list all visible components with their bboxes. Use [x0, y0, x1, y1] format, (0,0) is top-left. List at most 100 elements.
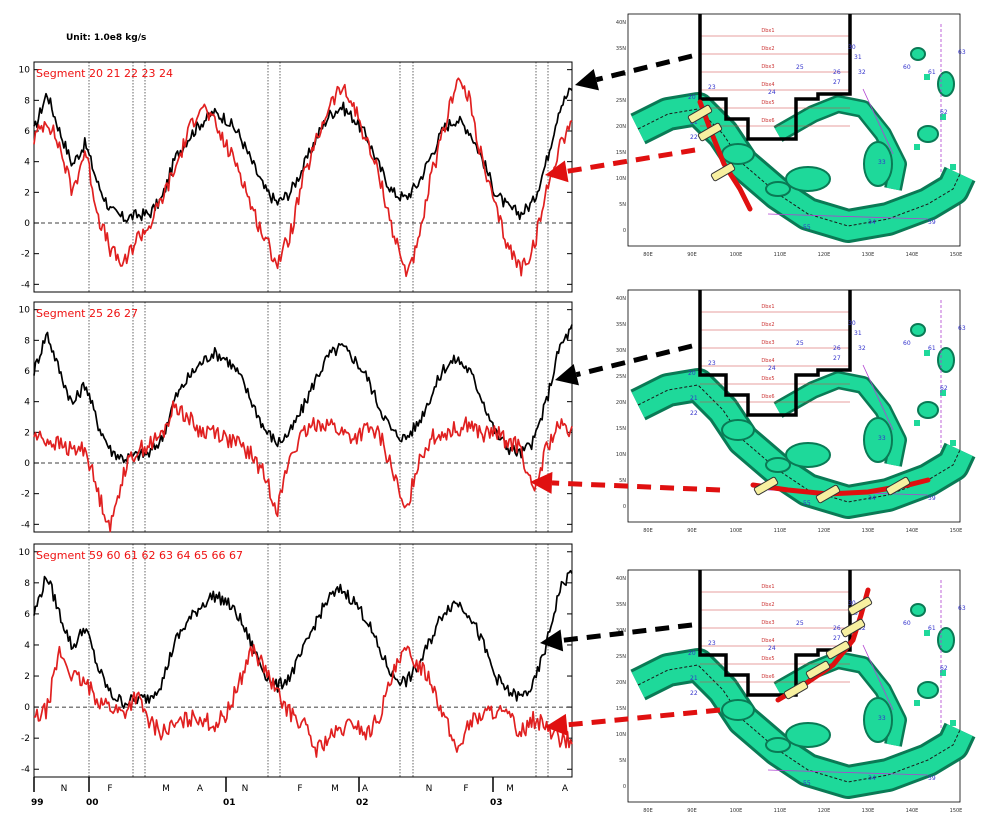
- domain-boundary: [698, 14, 852, 141]
- transport-arrow-icon: [805, 660, 831, 680]
- small-island: [940, 670, 946, 676]
- map-y-tick-label: 5N: [619, 478, 626, 484]
- map-y-tick-label: 10N: [616, 452, 626, 458]
- x-month-label: F: [297, 784, 302, 794]
- small-island: [924, 74, 930, 80]
- map-x-tick-label: 120E: [818, 808, 831, 814]
- black-series-line: [33, 324, 573, 464]
- map-y-tick-label: 20N: [616, 680, 626, 686]
- segment-number: 34: [868, 219, 876, 226]
- box-label: Dbx5: [761, 656, 774, 662]
- segment-number: 23: [708, 360, 716, 367]
- small-island: [950, 164, 956, 170]
- segment-title: Segment 20 21 22 23 24: [36, 67, 173, 80]
- x-month-label: M: [331, 784, 339, 794]
- map-y-tick-label: 0: [623, 228, 626, 234]
- segment-number: 27: [833, 355, 841, 362]
- island: [785, 442, 831, 468]
- island: [910, 47, 926, 61]
- y-tick-label: 6: [24, 367, 30, 377]
- map-x-tick-label: 80E: [643, 252, 653, 258]
- section-line: [767, 213, 929, 220]
- small-island: [914, 700, 920, 706]
- map-x-tick-label: 130E: [862, 252, 875, 258]
- island: [785, 722, 831, 748]
- map-y-tick-label: 40N: [616, 576, 626, 582]
- section-line: [862, 644, 894, 711]
- segment-number: 59: [928, 219, 936, 226]
- island: [937, 347, 955, 373]
- island: [917, 125, 939, 143]
- segment-number: 31: [854, 54, 862, 61]
- domain-boundary: [698, 290, 852, 417]
- plot-frame: [33, 301, 573, 533]
- inner-land: [774, 97, 905, 191]
- segment-number: 61: [928, 69, 936, 76]
- segment-number: 33: [878, 159, 886, 166]
- map-x-tick-label: 90E: [687, 252, 697, 258]
- map-y-tick-label: 20N: [616, 124, 626, 130]
- transport-arrow-icon: [825, 640, 851, 660]
- domain-boundary: [698, 570, 852, 697]
- segment-number: 22: [690, 134, 698, 141]
- map-y-tick-label: 15N: [616, 426, 626, 432]
- map-x-tick-label: 110E: [774, 808, 787, 814]
- map-x-tick-label: 140E: [906, 528, 919, 534]
- segment-number: 55: [803, 500, 811, 507]
- transport-arrow-icon: [687, 104, 713, 124]
- island: [910, 323, 926, 337]
- island: [785, 166, 831, 192]
- segment-number: 24: [768, 365, 776, 372]
- y-tick-label: 8: [24, 579, 30, 589]
- y-tick-label: -2: [21, 250, 30, 260]
- y-tick-label: 10: [19, 306, 31, 316]
- x-month-label: F: [463, 784, 468, 794]
- segment-number: 63: [958, 605, 966, 612]
- chart-panel-1: -4 -2 0 2 4 6 8 10 Segment 20 21 22 23 24: [19, 61, 573, 293]
- map-x-tick-label: 120E: [818, 528, 831, 534]
- pointer-arrow-head-icon: [540, 629, 564, 652]
- segment-number: 21: [690, 395, 698, 402]
- box-label: Dbx3: [761, 620, 774, 626]
- segment-number: 62: [940, 109, 948, 116]
- pointer-arrow-shaft: [551, 480, 721, 493]
- section-line: [862, 364, 894, 431]
- pointer-arrow-shaft: [575, 343, 693, 378]
- pointer-arrow-head-icon: [545, 160, 569, 183]
- segment-number: 24: [768, 89, 776, 96]
- segment-number: 60: [903, 620, 911, 627]
- segment-number: 59: [928, 775, 936, 782]
- segment-number: 25: [796, 340, 804, 347]
- x-month-label: F: [107, 784, 112, 794]
- box-label: Dbx2: [761, 602, 774, 608]
- segment-number: 26: [833, 345, 841, 352]
- map-y-tick-label: 5N: [619, 758, 626, 764]
- y-tick-label: 6: [24, 127, 30, 137]
- y-tick-label: -2: [21, 734, 30, 744]
- map-y-tick-label: 40N: [616, 20, 626, 26]
- segment-number: 32: [858, 69, 866, 76]
- segment-number: 55: [803, 780, 811, 787]
- map-x-tick-label: 140E: [906, 252, 919, 258]
- plot-frame: [33, 543, 573, 778]
- segment-number: 20: [688, 650, 696, 657]
- box-label: Dbx4: [761, 358, 774, 364]
- small-island: [940, 390, 946, 396]
- map-x-tick-label: 150E: [950, 528, 963, 534]
- y-tick-label: -4: [21, 520, 30, 530]
- segment-number: 20: [688, 94, 696, 101]
- charts-group: -4 -2 0 2 4 6 8 10 Segment 20 21 22 23 24 -4 -2 0 2 4…: [19, 61, 573, 778]
- y-tick-label: 10: [19, 66, 31, 76]
- segment-number: 32: [858, 345, 866, 352]
- box-label: Dbx1: [761, 304, 774, 310]
- map-panel-2: Dbx1 Dbx2 Dbx3 Dbx4 Dbx5 Dbx6 20 21 22 23 24 25 26 27…: [616, 289, 976, 534]
- box-label: Dbx1: [761, 28, 774, 34]
- map-panel-3: Dbx1 Dbx2 Dbx3 Dbx4 Dbx5 Dbx6 20 21 22 23 24 25 26 27…: [616, 569, 976, 814]
- small-island: [914, 144, 920, 150]
- map-y-tick-label: 35N: [616, 322, 626, 328]
- transport-arrow-icon: [783, 680, 809, 700]
- chart-panel-2: -4 -2 0 2 4 6 8 10 Segment 25 26 27: [19, 301, 573, 533]
- small-island: [950, 720, 956, 726]
- segment-number: 27: [833, 79, 841, 86]
- island: [863, 697, 893, 743]
